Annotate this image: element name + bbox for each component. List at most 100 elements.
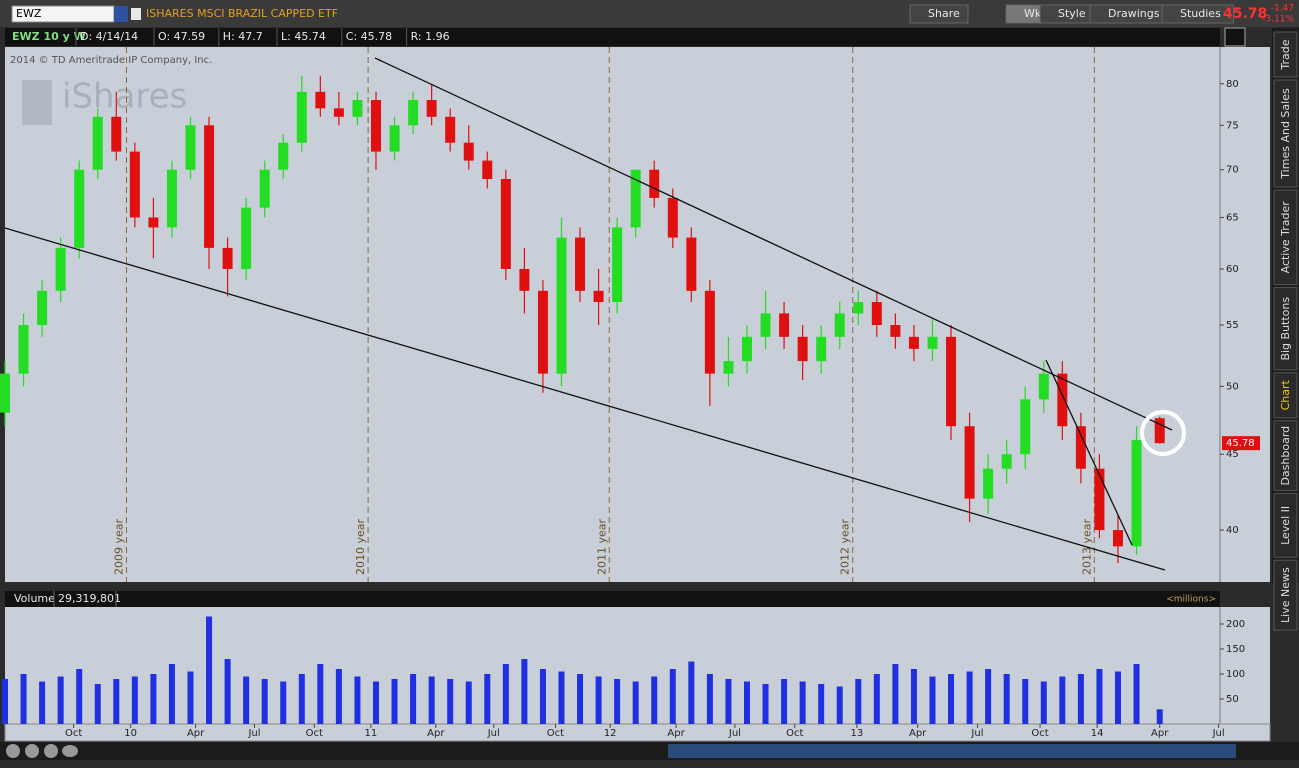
toolbar-button-label[interactable]: Wk — [1024, 7, 1042, 20]
sidebar-tab[interactable] — [1273, 372, 1298, 419]
sidebar-tab-label[interactable]: Chart — [1279, 380, 1292, 411]
volume-bar — [948, 674, 955, 724]
header-field: H: 47.7 — [223, 30, 263, 43]
volume-bar — [94, 684, 101, 724]
candle-body — [686, 237, 697, 291]
sidebar-tab-label[interactable]: Live News — [1279, 567, 1292, 623]
volume-bar — [855, 679, 862, 724]
chart-settings[interactable] — [1224, 27, 1246, 47]
candle-body — [148, 217, 159, 228]
volume-bar — [595, 676, 602, 724]
x-tick-label: Apr — [427, 728, 445, 739]
volume-label: Volume — [14, 592, 55, 605]
trend-line[interactable] — [1045, 359, 1133, 546]
y-tick-label: 70 — [1226, 165, 1239, 176]
zoom-fit[interactable] — [62, 745, 78, 757]
scrollbar-thumb[interactable] — [668, 744, 1236, 758]
sidebar-tab-label[interactable]: Dashboard — [1279, 426, 1292, 486]
candle-body — [408, 100, 419, 126]
sidebar-tab-label[interactable]: Times And Sales — [1279, 88, 1292, 180]
sidebar-tab[interactable] — [1273, 189, 1298, 286]
candle-body — [185, 125, 196, 170]
toolbar-button-label[interactable]: Style — [1058, 7, 1086, 20]
header-fields: D: 4/14/14 O: 47.59 H: 47.7 L: 45.74 C: 45.7… — [75, 28, 450, 46]
candle-body — [612, 227, 623, 303]
sidebar-tab[interactable] — [1273, 287, 1298, 371]
volume-bar — [521, 659, 528, 724]
y-tick-label: 75 — [1226, 120, 1239, 131]
volume-bar — [502, 664, 509, 724]
zoom-out[interactable] — [44, 744, 58, 758]
volume-bar — [558, 671, 565, 724]
volume-bar — [484, 674, 491, 724]
sidebar-tab[interactable] — [1273, 420, 1298, 492]
volume-bar — [966, 671, 973, 724]
y-tick-label: 55 — [1226, 320, 1239, 331]
x-tick-label: Oct — [1031, 728, 1048, 739]
toolbar-buttons: Share Wk Style Drawings Studies — [909, 4, 1235, 24]
candle-body — [370, 100, 381, 152]
sidebar-tab-label[interactable]: Big Buttons — [1279, 297, 1292, 361]
volume-bar — [76, 669, 83, 724]
zoom-in[interactable] — [25, 744, 39, 758]
toolbar-button-label[interactable]: Drawings — [1108, 7, 1160, 20]
candle-body — [983, 468, 994, 499]
candle-body — [908, 336, 919, 349]
link-icon[interactable] — [131, 8, 141, 20]
candle-body — [964, 426, 975, 499]
header-field: D: 4/14/14 — [80, 30, 138, 43]
candle-body — [1154, 418, 1165, 444]
candle-body — [834, 313, 845, 337]
x-tick-label: Oct — [547, 728, 564, 739]
candle-body — [111, 116, 122, 152]
volume-bar — [465, 681, 472, 724]
volume-bar — [447, 679, 454, 724]
price-panel — [5, 47, 1270, 582]
x-tick-label: Apr — [187, 728, 205, 739]
volume-bar — [836, 686, 843, 724]
volume-bar — [818, 684, 825, 724]
volume-bar — [1114, 671, 1121, 724]
candle-body — [1075, 426, 1086, 469]
volume-bar — [187, 671, 194, 724]
sidebar-tab-label[interactable]: Level II — [1279, 506, 1292, 545]
candle-body — [482, 160, 493, 180]
toolbar-button[interactable] — [909, 4, 969, 24]
y-tick-label: 100 — [1226, 669, 1245, 680]
sidebar-tab[interactable] — [1273, 493, 1298, 558]
volume-bar — [391, 679, 398, 724]
sidebar-tab[interactable] — [1273, 79, 1298, 188]
candle-body — [92, 116, 103, 170]
candle-body — [816, 336, 827, 362]
candle-body — [1038, 373, 1049, 400]
volume-bar — [2, 679, 8, 724]
y-tick-label: 60 — [1226, 264, 1239, 275]
symbol-dropdown[interactable] — [114, 6, 128, 22]
trend-line[interactable] — [4, 227, 1166, 571]
toolbar-button[interactable] — [1161, 4, 1235, 24]
study-label: EWZ 10 y W — [12, 30, 86, 43]
candle-body — [204, 125, 215, 248]
year-label: 2010 year — [354, 518, 367, 575]
candle-body — [1057, 373, 1068, 427]
trend-line[interactable] — [374, 57, 1173, 431]
candle-body — [741, 336, 752, 362]
candle-body — [723, 361, 734, 374]
sidebar-tab[interactable] — [1273, 31, 1298, 78]
candle-body — [797, 336, 808, 362]
volume-bar — [873, 674, 880, 724]
sidebar-tab-label[interactable]: Active Trader — [1279, 201, 1292, 274]
sidebar-tab-label[interactable]: Trade — [1279, 39, 1292, 70]
sidebar-tab[interactable] — [1273, 559, 1298, 631]
volume-header — [5, 591, 1220, 607]
zoom-controls — [6, 744, 78, 758]
toolbar-button-label[interactable]: Studies — [1180, 7, 1221, 20]
pan-button[interactable] — [6, 744, 20, 758]
volume-bar — [669, 669, 676, 724]
candle-body — [315, 91, 326, 109]
symbol[interactable]: EWZ — [16, 7, 42, 20]
y-tick-label: 150 — [1226, 644, 1245, 655]
candle-body — [426, 100, 437, 117]
toolbar-button-label[interactable]: Share — [928, 7, 960, 20]
